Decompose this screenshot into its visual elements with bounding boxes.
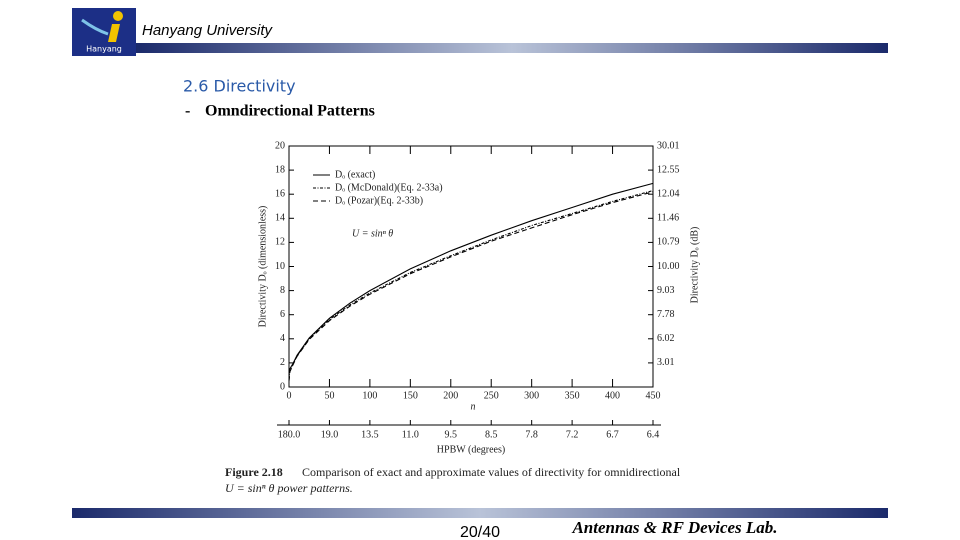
x2-tick-label: 13.5 bbox=[361, 429, 379, 440]
x2-tick-label: 19.0 bbox=[321, 429, 339, 440]
y-tick-label: 10 bbox=[275, 261, 285, 272]
x2-tick-label: 7.2 bbox=[566, 429, 579, 440]
footer-bar bbox=[72, 508, 888, 518]
x-tick-label: 50 bbox=[324, 390, 334, 401]
y2-tick-label: 12.55 bbox=[657, 164, 680, 175]
y-tick-label: 18 bbox=[275, 164, 285, 175]
bullet: - bbox=[185, 103, 190, 120]
page-number: 20/40 bbox=[460, 524, 500, 540]
logo-text: Hanyang bbox=[86, 45, 122, 54]
y-tick-label: 20 bbox=[275, 140, 285, 151]
y2-tick-label: 7.78 bbox=[657, 309, 675, 320]
x2-tick-label: 11.0 bbox=[402, 429, 419, 440]
x2-tick-label: 6.7 bbox=[606, 429, 619, 440]
logo: Hanyang bbox=[72, 8, 136, 56]
y2-tick-label: 6.02 bbox=[657, 333, 675, 344]
x-tick-label: 450 bbox=[646, 390, 661, 401]
y2-tick-label: 30.01 bbox=[657, 140, 680, 151]
x-axis-label: n bbox=[471, 401, 476, 412]
y-axis-label: Directivity Dₒ (dimensionless) bbox=[257, 206, 268, 328]
caption-label: Figure 2.18 bbox=[225, 465, 283, 479]
x-tick-label: 400 bbox=[605, 390, 620, 401]
caption-text: Comparison of exact and approximate valu… bbox=[302, 465, 681, 479]
x2-tick-label: 8.5 bbox=[485, 429, 498, 440]
legend-label: Dₒ (Pozar)(Eq. 2-33b) bbox=[335, 195, 423, 206]
x-tick-label: 250 bbox=[484, 390, 499, 401]
y2-tick-label: 12.04 bbox=[657, 188, 680, 199]
annotation: U = sinⁿ θ bbox=[352, 228, 393, 239]
y-tick-label: 6 bbox=[280, 309, 285, 320]
y2-tick-label: 9.03 bbox=[657, 285, 675, 296]
x-tick-label: 200 bbox=[443, 390, 458, 401]
section-title: 2.6 Directivity bbox=[183, 77, 296, 96]
y-tick-label: 2 bbox=[280, 357, 285, 368]
x-tick-label: 150 bbox=[403, 390, 418, 401]
lab-name: Antennas & RF Devices Lab. bbox=[571, 518, 777, 537]
series-line bbox=[288, 190, 654, 380]
x-tick-label: 350 bbox=[565, 390, 580, 401]
x2-axis-label: HPBW (degrees) bbox=[437, 444, 505, 455]
y2-tick-label: 10.00 bbox=[657, 261, 680, 272]
x2-tick-label: 9.5 bbox=[445, 429, 458, 440]
y-tick-label: 8 bbox=[280, 285, 285, 296]
y-tick-label: 0 bbox=[280, 381, 285, 392]
y-tick-label: 14 bbox=[275, 213, 285, 224]
series-line bbox=[288, 182, 654, 375]
y-tick-label: 12 bbox=[275, 237, 285, 248]
y-tick-label: 16 bbox=[275, 188, 285, 199]
series-line bbox=[288, 191, 654, 382]
university: Hanyang University bbox=[142, 22, 274, 39]
chart: 0 2 4 6 8 10 12 14 16 18 20 3.01 6.02 7.78 9.03 10.00 10… bbox=[225, 140, 700, 494]
x-tick-label: 0 bbox=[287, 390, 292, 401]
y2-tick-label: 10.79 bbox=[657, 237, 680, 248]
y2-tick-label: 11.46 bbox=[657, 213, 679, 224]
x-tick-label: 100 bbox=[362, 390, 377, 401]
legend-label: Dₒ (McDonald)(Eq. 2-33a) bbox=[335, 182, 443, 193]
y-tick-label: 4 bbox=[280, 333, 285, 344]
caption-text: U = sinⁿ θ power patterns. bbox=[225, 481, 353, 495]
header-bar bbox=[136, 43, 888, 53]
topic: Omndirectional Patterns bbox=[205, 103, 375, 120]
y2-axis-label: Directivity Dₒ (dB) bbox=[689, 227, 700, 304]
y2-tick-label: 3.01 bbox=[657, 357, 675, 368]
x2-tick-label: 7.8 bbox=[525, 429, 538, 440]
x2-tick-label: 180.0 bbox=[278, 429, 301, 440]
x-tick-label: 300 bbox=[524, 390, 539, 401]
legend-label: Dₒ (exact) bbox=[335, 169, 375, 180]
x2-tick-label: 6.4 bbox=[647, 429, 660, 440]
